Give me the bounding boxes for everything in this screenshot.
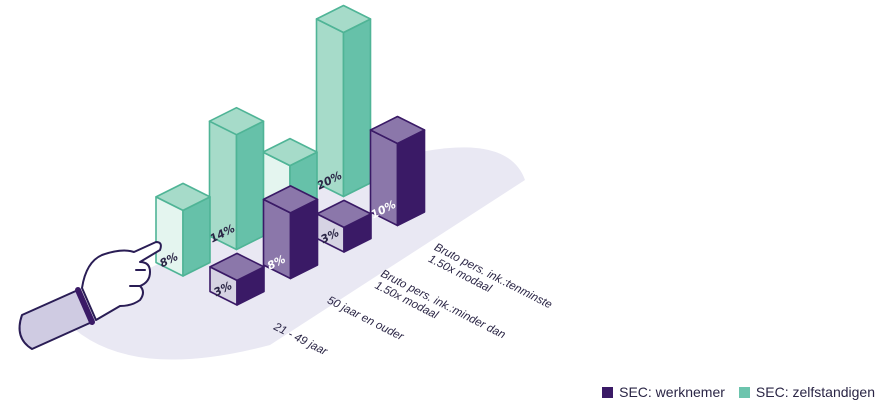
bar-zelfstandigen-3-top-face bbox=[262, 137, 318, 167]
bar-zelfstandigen-1-top-face bbox=[155, 182, 211, 212]
bar-zelfstandigen-1: 8% bbox=[155, 182, 211, 277]
bar-werknemer-3: 3% bbox=[316, 199, 372, 253]
bar-werknemer-4-top-face bbox=[369, 115, 426, 145]
legend-label-zelfstandigen: SEC: zelfstandigen bbox=[755, 384, 875, 400]
category-label-line: 50 jaar en ouder bbox=[325, 294, 406, 343]
category-label-line: 21 - 49 jaar bbox=[271, 321, 330, 359]
bar-werknemer-1-top-face bbox=[209, 252, 265, 282]
legend-swatch-werknemer bbox=[602, 386, 614, 398]
pointing-hand-icon bbox=[18, 241, 162, 350]
category-label-1: 21 - 49 jaar bbox=[271, 321, 330, 359]
bar-werknemer-2: 8% bbox=[262, 185, 319, 280]
bar-zelfstandigen-4-side-face bbox=[342, 18, 372, 198]
legend: SEC: werknemer SEC: zelfstandigen bbox=[602, 384, 875, 400]
bar-werknemer-3-top-face bbox=[316, 199, 372, 229]
category-label-2: 50 jaar en ouder bbox=[325, 294, 406, 343]
bar-zelfstandigen-2-side-face bbox=[235, 120, 265, 251]
bar-werknemer-1: 3% bbox=[209, 252, 265, 306]
bars-layer: 20%7%14%8%10%3%8%3% bbox=[155, 4, 426, 306]
bar-werknemer-4-side-face bbox=[396, 129, 426, 227]
bar-zelfstandigen-2: 14% bbox=[208, 106, 265, 251]
bar-zelfstandigen-4-top-face bbox=[315, 4, 372, 34]
bar-werknemer-4: 10% bbox=[369, 115, 426, 227]
legend-label-werknemer: SEC: werknemer bbox=[619, 384, 725, 400]
legend-item-werknemer: SEC: werknemer bbox=[602, 384, 725, 400]
bar-zelfstandigen-4: 20% bbox=[315, 4, 372, 198]
bar-zelfstandigen-2-top-face bbox=[208, 106, 265, 136]
legend-swatch-zelfstandigen bbox=[738, 386, 750, 398]
bar-werknemer-2-top-face bbox=[262, 185, 319, 214]
bar-zelfstandigen-4-front-face bbox=[315, 18, 345, 198]
legend-item-zelfstandigen: SEC: zelfstandigen bbox=[738, 384, 875, 400]
